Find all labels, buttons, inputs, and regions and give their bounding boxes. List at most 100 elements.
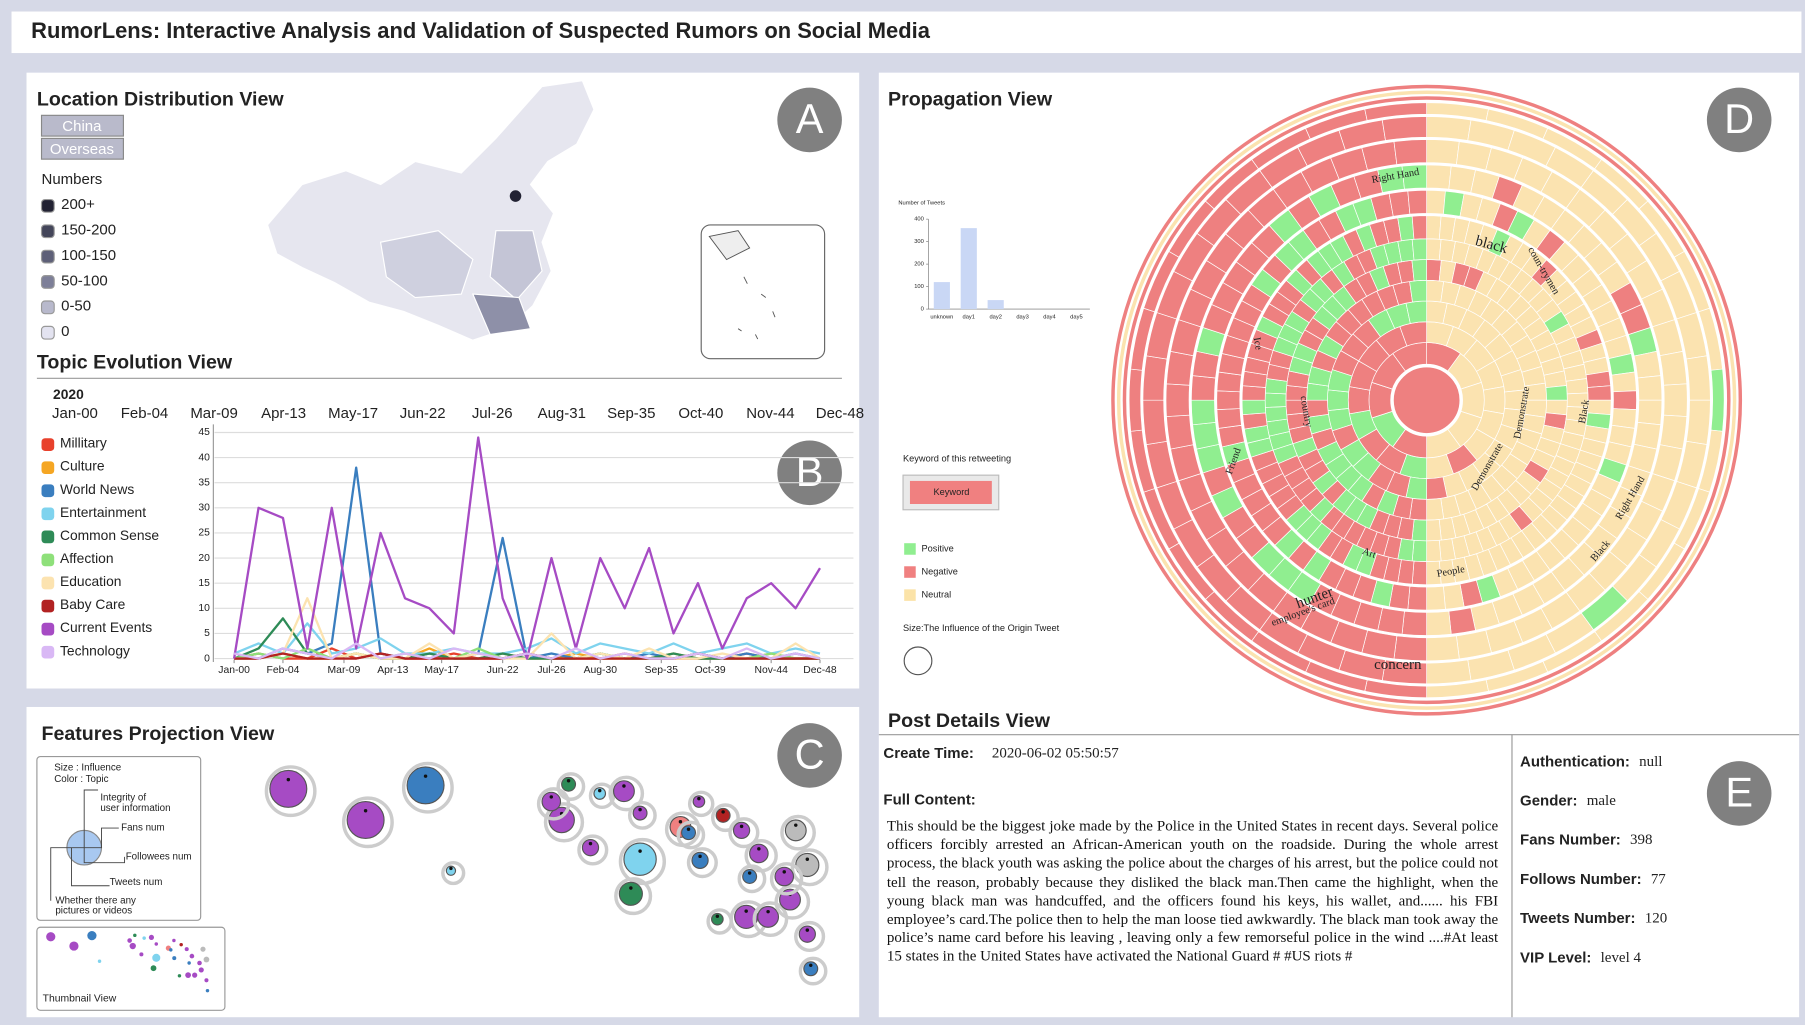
field-label: Gender: — [1520, 792, 1577, 809]
panel-title: Propagation View — [888, 89, 1053, 111]
y-tick-label: 30 — [198, 503, 210, 514]
field-label: Authentication: — [1520, 753, 1630, 770]
region-button[interactable] — [40, 114, 124, 137]
bubble — [757, 905, 780, 928]
legend-swatch — [904, 543, 916, 555]
badge-letter: A — [796, 95, 824, 142]
timeline-label: Jul-26 — [472, 405, 513, 422]
sunburst-segment — [1545, 399, 1568, 416]
keyword-button[interactable] — [909, 480, 992, 504]
region-button[interactable] — [40, 137, 124, 160]
y-tick-label: 40 — [198, 452, 210, 463]
sunburst-segment — [1426, 610, 1452, 636]
sunburst-segment — [1411, 238, 1427, 261]
bubble — [632, 805, 648, 821]
sunburst-core — [1390, 363, 1463, 437]
size-note: Size:The Influence of the Origin Tweet — [903, 623, 1060, 633]
size-circle — [903, 646, 933, 676]
sunburst-segment — [1165, 383, 1190, 417]
sunburst-segment — [1448, 607, 1476, 635]
sunburst-segment — [1142, 399, 1168, 445]
glyph-legend-label: Tweets num — [110, 877, 163, 888]
bubble-ring — [441, 860, 466, 886]
bubble — [715, 807, 731, 823]
legend-swatch — [904, 566, 916, 578]
glyph-legend-label: Whether there any — [55, 895, 136, 906]
bubble-ring — [627, 800, 657, 830]
bubble-center — [678, 819, 683, 824]
legend-title: Numbers — [42, 171, 103, 188]
legend-label: Entertainment — [60, 504, 146, 520]
sunburst-segment — [1426, 539, 1442, 563]
glyph-legend-label: user information — [100, 803, 170, 814]
field-value: 120 — [1645, 911, 1667, 927]
bubble-center — [739, 824, 744, 829]
sunburst-segment — [1142, 355, 1168, 401]
bubble-ring — [769, 862, 804, 896]
bubble — [581, 839, 600, 857]
badge-circle — [777, 723, 842, 788]
bubble-ring — [711, 803, 740, 833]
bubble — [548, 806, 575, 834]
x-tick-label: Jun-22 — [487, 665, 519, 676]
legend-label: Negative — [921, 566, 957, 576]
glyph-legend-label: Integrity of — [100, 793, 146, 804]
bubble-center — [715, 914, 720, 919]
legend-swatch — [40, 198, 55, 213]
timeline-label: Oct-40 — [678, 405, 723, 422]
thumb-dot — [189, 953, 195, 959]
bubble-ring — [774, 884, 811, 920]
bubble — [593, 787, 607, 800]
thumb-dot — [197, 960, 202, 966]
legend-label: Culture — [60, 458, 105, 474]
bubble-center — [809, 963, 813, 968]
sunburst-segment — [1241, 399, 1267, 416]
legend-swatch — [40, 275, 55, 289]
thumb-dot — [148, 934, 155, 940]
bubble-center — [423, 774, 428, 778]
legend-swatch — [41, 553, 55, 567]
legend-label: Affection — [60, 550, 114, 566]
x-tick-label: Apr-13 — [377, 665, 408, 676]
sunburst-segment — [1663, 383, 1688, 417]
glyph-legend-label: Size : Influence — [54, 763, 122, 774]
sunburst-segment — [1381, 116, 1427, 141]
legend-swatch — [40, 224, 55, 239]
bubble — [618, 881, 643, 906]
sunburst-segment — [1426, 519, 1442, 542]
keyword-title: Keyword of this retweeting — [903, 453, 1011, 463]
sunburst-segment — [1659, 414, 1688, 450]
sunburst-segment — [1411, 215, 1427, 240]
sunburst-segment — [1637, 399, 1663, 426]
bubble-ring — [728, 817, 760, 849]
field-value: male — [1587, 793, 1616, 809]
timeline-label: Jan-00 — [52, 405, 98, 422]
year-label: 2020 — [53, 386, 84, 402]
y-tick-label: 20 — [198, 553, 210, 564]
legend-label: Current Events — [60, 619, 152, 635]
legend-label: 0-50 — [61, 298, 91, 315]
thumb-dot — [200, 946, 206, 952]
legend-label: Millitary — [60, 435, 107, 451]
bubble — [774, 866, 795, 887]
sunburst-segment — [1685, 355, 1711, 401]
x-tick-label: unknown — [930, 315, 953, 321]
sunburst-segment — [1426, 215, 1442, 240]
sunburst-segment — [1409, 279, 1427, 303]
bubble — [561, 776, 577, 792]
legend-swatch — [41, 622, 55, 636]
bubble — [406, 766, 445, 805]
glyph-lines — [50, 789, 126, 901]
thumbnail-label: Thumbnail View — [43, 993, 117, 1004]
sunburst-segment — [1216, 408, 1242, 429]
sunburst-segment — [1710, 368, 1725, 432]
sunburst-segment — [1426, 635, 1460, 662]
bubble-ring — [556, 772, 586, 801]
field-label: Full Content: — [883, 791, 975, 808]
sunburst-segment — [1347, 386, 1371, 415]
thumb-dot — [97, 959, 102, 964]
field-value: 77 — [1651, 871, 1666, 887]
bubble-center — [686, 827, 691, 831]
bubble-center — [597, 788, 602, 793]
